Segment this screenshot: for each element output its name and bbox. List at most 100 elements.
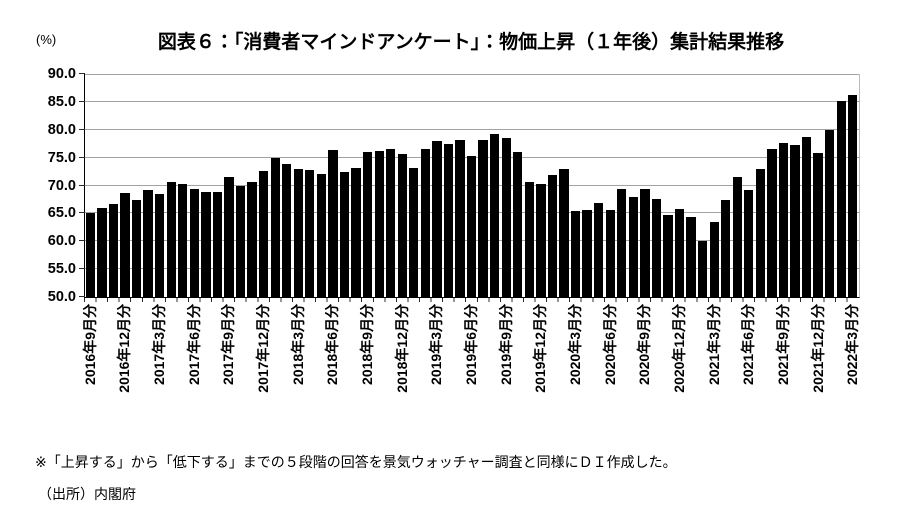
bar: [466, 155, 477, 297]
y-axis-tick-label: 75.0: [47, 149, 76, 166]
bar: [640, 189, 650, 297]
bar: [825, 130, 835, 297]
x-axis-tick-label: 2019年12月分: [532, 304, 549, 393]
bar: [166, 181, 176, 297]
bar: [697, 240, 708, 297]
bar: [524, 182, 534, 297]
x-axis-tick-label: 2017年3月分: [151, 304, 168, 385]
x-axis-tick-label: 2018年3月分: [289, 304, 306, 385]
x-axis-tick-label: 2020年3月分: [566, 304, 583, 385]
footnote-source: （出所）内閣府: [38, 486, 136, 502]
y-axis-tick: [79, 212, 85, 214]
bar: [790, 145, 800, 297]
bar: [513, 152, 523, 297]
bar: [755, 169, 766, 297]
y-axis-unit-label: (%): [36, 32, 57, 47]
bar: [778, 143, 789, 297]
bar: [836, 101, 846, 297]
x-axis-tick-label: 2020年9月分: [636, 304, 653, 385]
x-axis-tick-label: 2021年12月分: [809, 304, 826, 393]
y-axis-tick-label: 65.0: [47, 205, 76, 222]
x-axis-tick-label: 2017年12月分: [255, 304, 272, 393]
bar: [686, 217, 696, 297]
y-axis-tick-label: 55.0: [47, 261, 76, 278]
gridline: [85, 128, 859, 130]
bar: [617, 189, 627, 297]
y-axis-tick-label: 60.0: [47, 233, 76, 250]
y-axis-tick: [79, 184, 85, 186]
x-axis-ticks: [84, 298, 858, 302]
y-axis-tick-label: 85.0: [47, 93, 76, 110]
bar: [108, 203, 119, 297]
bar: [478, 139, 488, 297]
y-axis-tick: [79, 156, 85, 158]
bar: [767, 148, 777, 297]
bar: [143, 189, 153, 297]
bar: [848, 95, 858, 297]
bar: [628, 196, 638, 297]
bar: [582, 210, 592, 297]
footnote-note: ※「上昇する」から「低下する」までの５段階の回答を景気ウォッチャー調査と同様にＤ…: [35, 454, 677, 470]
y-axis-tick-label: 50.0: [47, 289, 76, 305]
bar: [351, 167, 361, 297]
x-axis-tick-label: 2020年12月分: [670, 304, 687, 393]
x-axis-tick-label: 2019年9月分: [497, 304, 514, 385]
bar: [455, 139, 465, 297]
x-axis-tick-label: 2021年3月分: [705, 304, 722, 385]
x-axis-tick-label: 2020年6月分: [601, 304, 618, 385]
bar: [420, 149, 430, 297]
bar: [258, 171, 269, 297]
y-axis-tick: [79, 73, 85, 74]
bar: [559, 169, 569, 297]
bar: [305, 170, 315, 297]
bar: [374, 150, 384, 297]
y-axis-tick: [79, 128, 85, 130]
bar: [189, 189, 199, 297]
bar: [709, 222, 719, 297]
gridline: [85, 100, 859, 102]
bar: [270, 158, 280, 297]
bar: [663, 215, 673, 297]
plot-area: [79, 73, 860, 298]
bar: [536, 183, 546, 297]
bar: [674, 209, 685, 297]
x-axis-tick-label: 2017年9月分: [220, 304, 237, 385]
y-axis-tick: [79, 268, 85, 270]
y-axis-tick: [79, 100, 85, 102]
bar: [155, 194, 165, 297]
x-axis-tick-label: 2018年6月分: [324, 304, 341, 385]
bar: [570, 211, 581, 297]
bar: [293, 169, 303, 297]
y-axis-tick-label: 80.0: [47, 121, 76, 138]
bar: [201, 191, 211, 297]
bar: [339, 171, 350, 297]
bar: [362, 152, 373, 297]
x-axis-tick-label: 2019年6月分: [463, 304, 479, 385]
bar: [386, 149, 396, 297]
bar: [490, 133, 500, 297]
bar: [120, 192, 130, 297]
x-axis-tick-label: 2021年6月分: [740, 304, 757, 385]
bar: [397, 154, 407, 297]
bar: [605, 210, 615, 297]
bar: [744, 189, 754, 297]
bar: [235, 186, 246, 297]
bar: [721, 200, 731, 297]
bar: [247, 181, 257, 297]
y-axis-tick: [79, 296, 85, 297]
bar: [501, 138, 511, 297]
bar: [409, 167, 419, 297]
bar: [443, 144, 454, 297]
bar: [316, 173, 327, 297]
bar: [732, 176, 742, 297]
gridline: [85, 74, 859, 75]
bar: [212, 191, 223, 297]
x-axis-tick-label: 2018年12月分: [393, 304, 410, 393]
x-axis-tick-label: 2016年9月分: [81, 304, 98, 385]
bar: [813, 153, 823, 297]
x-axis-tick-label: 2016年12月分: [116, 304, 133, 393]
bar: [547, 174, 558, 297]
bar: [801, 137, 812, 297]
bar: [328, 149, 338, 297]
